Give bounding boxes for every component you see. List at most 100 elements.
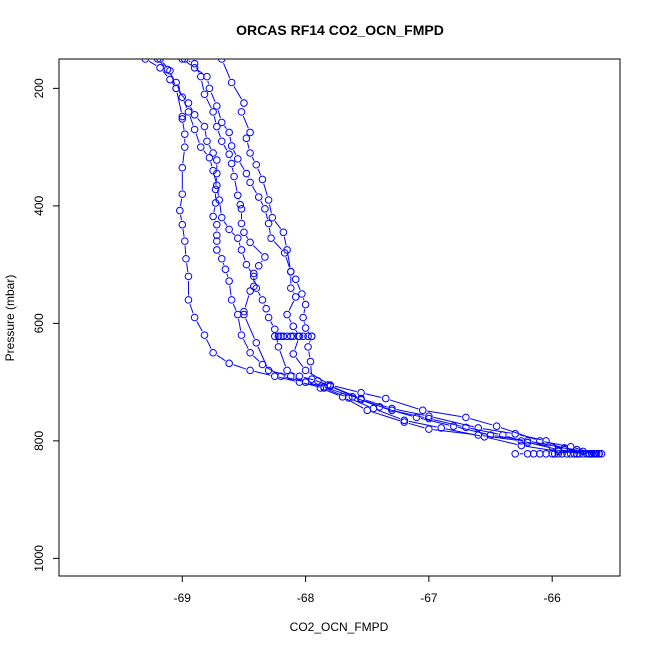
series-4-segment-31 [190, 106, 193, 112]
series-0-segment-25 [251, 156, 255, 161]
series-5-segment-18 [184, 245, 187, 255]
series-3-point-6 [425, 414, 433, 423]
series-3-segment-34 [160, 61, 165, 67]
series-4-point-21 [213, 231, 221, 240]
x-tick-label-0: -69 [174, 591, 192, 605]
series-5-segment-1 [525, 445, 554, 452]
series-1-point-30 [203, 72, 211, 81]
series-5-segment-21 [180, 198, 183, 207]
series-3-point-29 [196, 143, 205, 151]
series-1-point-12 [289, 322, 298, 331]
series-4-segment-2 [494, 435, 524, 441]
series-3-segment-24 [219, 204, 222, 214]
series-5-segment-5 [377, 409, 401, 420]
series-4-segment-35 [148, 60, 157, 66]
y-tick-label-2: 600 [32, 313, 46, 333]
series-3-point-32 [178, 93, 187, 101]
series-2-segment-30 [213, 116, 217, 123]
series-4-point-18 [217, 254, 226, 263]
series-7-point-9 [563, 450, 571, 458]
series-4-point-13 [237, 331, 246, 339]
series-0-point-18 [291, 275, 300, 284]
series-1-point-20 [261, 205, 269, 213]
series-3-point-13 [274, 343, 283, 351]
series-3-point-35 [153, 59, 162, 63]
series-0-point-17 [298, 290, 306, 298]
series-2-point-6 [363, 406, 372, 415]
series-4-segment-29 [204, 130, 207, 137]
series-5-segment-23 [182, 151, 185, 164]
series-1-point-6 [381, 394, 390, 403]
series-3-point-22 [233, 234, 242, 242]
series-5-point-18 [182, 254, 190, 263]
series-6-point-6 [289, 332, 298, 341]
series-2-point-26 [230, 172, 238, 181]
series-7-point-18 [590, 450, 598, 458]
series-4-point-12 [246, 348, 254, 357]
series-1-segment-16 [285, 256, 290, 268]
series-5-point-21 [176, 206, 184, 215]
series-2-segment-2 [482, 435, 517, 441]
series-2-segment-19 [252, 245, 263, 255]
series-1-point-24 [233, 155, 242, 163]
series-0-point-6 [425, 412, 433, 421]
series-4-point-23 [209, 212, 217, 221]
series-7-point-1 [523, 450, 532, 458]
series-3-point-11 [295, 372, 304, 381]
series-1-point-21 [254, 193, 263, 201]
series-1-point-16 [286, 267, 295, 276]
series-3-point-10 [314, 377, 322, 385]
series-5-point-30 [156, 59, 164, 63]
series-5-segment-13 [206, 338, 212, 349]
series-5-point-15 [190, 313, 199, 322]
series-3-point-5 [462, 423, 470, 432]
series-1 [178, 59, 600, 458]
series-3-segment-22 [231, 232, 235, 236]
series-2-segment-34 [188, 60, 191, 63]
series-2-point-32 [200, 90, 209, 99]
series-1-segment-2 [500, 427, 536, 440]
series-1-segment-25 [229, 136, 232, 142]
series-7-point-8 [558, 450, 566, 458]
chart-title: ORCAS RF14 CO2_OCN_FMPD [236, 22, 444, 38]
series-0-point-28 [246, 128, 254, 137]
series-0-point-22 [268, 213, 277, 222]
series-4-point-29 [203, 137, 211, 146]
x-tick-label-2: -67 [420, 591, 438, 605]
series-5-point-13 [209, 348, 217, 357]
series-1-point-31 [190, 64, 199, 72]
series-4-point-19 [213, 246, 221, 254]
series-0-segment-15 [303, 308, 306, 314]
series-0-segment-6 [396, 408, 425, 416]
series-3-point-21 [237, 246, 246, 254]
series-2-point-21 [240, 228, 248, 237]
series-4-point-30 [200, 122, 209, 131]
series-7 [511, 450, 606, 458]
series-5-point-2 [517, 441, 526, 450]
series-3-point-33 [172, 78, 180, 87]
series-4 [141, 59, 600, 458]
series-2-point-29 [217, 137, 226, 146]
series-0-segment-22 [269, 204, 272, 214]
series-0-segment-31 [223, 62, 231, 79]
series-1-point-23 [242, 169, 251, 178]
series-0-segment-23 [263, 183, 268, 196]
series-6-point-8 [299, 332, 307, 341]
series-5-segment-6 [352, 399, 370, 408]
series-2-point-20 [246, 238, 254, 247]
series-5-point-26 [178, 115, 187, 123]
series-7-point-19 [592, 450, 601, 458]
series-1-point-27 [217, 118, 226, 127]
x-tick-label-1: -68 [297, 591, 315, 605]
series-4-segment-9 [285, 376, 302, 382]
series-1-point-10 [289, 350, 298, 358]
series-5-segment-17 [186, 263, 189, 272]
series-3-point-26 [213, 181, 221, 190]
series-3-segment-23 [223, 221, 228, 226]
series-3-point-23 [225, 225, 233, 234]
series-0-point-29 [237, 108, 246, 116]
series-3-segment-30 [189, 115, 194, 126]
series-1-segment-31 [185, 61, 192, 66]
series-0-point-15 [299, 313, 307, 322]
series-0-point-26 [246, 149, 254, 157]
